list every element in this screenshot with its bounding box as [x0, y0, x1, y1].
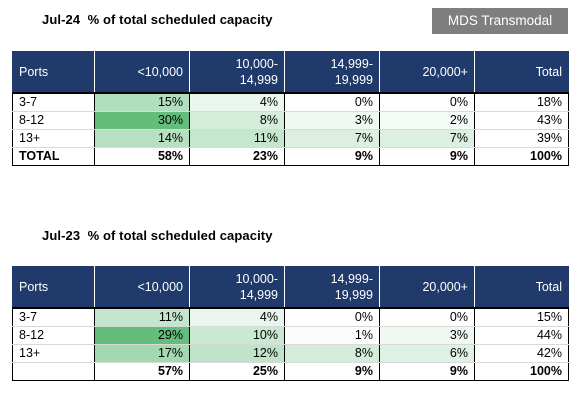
heat-cell: 4%: [189, 308, 285, 327]
heat-cell: 3%: [379, 326, 475, 345]
row-label: 3-7: [12, 93, 95, 112]
heat-cell: 1%: [284, 326, 380, 345]
col-header-14999-19999: 14,999- 19,999: [284, 266, 380, 309]
heat-cell: 0%: [379, 308, 475, 327]
heat-cell: 17%: [94, 344, 190, 363]
col-header-20000-plus: 20,000+: [379, 266, 475, 309]
table-row: 13+ 14% 11% 7% 7% 39%: [12, 129, 569, 148]
heat-cell: 3%: [284, 111, 380, 130]
total-cell: 57%: [94, 362, 190, 381]
col-header-10000-14999: 10,000- 14,999: [189, 266, 285, 309]
col-header-14999-19999: 14,999- 19,999: [284, 51, 380, 94]
table-header-row: Ports <10,000 10,000- 14,999 14,999- 19,…: [12, 51, 569, 94]
total-cell: 23%: [189, 147, 285, 166]
total-cell: 58%: [94, 147, 190, 166]
table-row: 8-12 30% 8% 3% 2% 43%: [12, 111, 569, 130]
table-row: 13+ 17% 12% 8% 6% 42%: [12, 344, 569, 363]
row-total-cell: 43%: [474, 111, 569, 130]
heat-cell: 8%: [189, 111, 285, 130]
total-label: [12, 362, 95, 381]
row-total-cell: 44%: [474, 326, 569, 345]
row-label: 8-12: [12, 111, 95, 130]
col-header-ports: Ports: [12, 51, 95, 94]
total-cell: 9%: [284, 147, 380, 166]
table-header-row: Ports <10,000 10,000- 14,999 14,999- 19,…: [12, 266, 569, 309]
total-cell: 9%: [379, 362, 475, 381]
total-cell: 100%: [474, 147, 569, 166]
row-label: 8-12: [12, 326, 95, 345]
total-cell: 25%: [189, 362, 285, 381]
total-cell: 100%: [474, 362, 569, 381]
row-total-cell: 39%: [474, 129, 569, 148]
heat-cell: 2%: [379, 111, 475, 130]
heat-cell: 6%: [379, 344, 475, 363]
heat-cell: 0%: [284, 93, 380, 112]
table-row: 3-7 15% 4% 0% 0% 18%: [12, 93, 569, 112]
heat-cell: 7%: [284, 129, 380, 148]
col-header-under-10000: <10,000: [94, 266, 190, 309]
total-row: 57% 25% 9% 9% 100%: [12, 362, 569, 381]
row-total-cell: 18%: [474, 93, 569, 112]
heat-cell: 11%: [189, 129, 285, 148]
total-cell: 9%: [379, 147, 475, 166]
heat-cell: 11%: [94, 308, 190, 327]
total-row: TOTAL 58% 23% 9% 9% 100%: [12, 147, 569, 166]
row-label: 3-7: [12, 308, 95, 327]
col-header-ports: Ports: [12, 266, 95, 309]
table-title-jul24: Jul-24 % of total scheduled capacity: [42, 12, 273, 27]
source-badge: MDS Transmodal: [432, 8, 568, 34]
row-label: 13+: [12, 344, 95, 363]
heat-cell: 12%: [189, 344, 285, 363]
col-header-20000-plus: 20,000+: [379, 51, 475, 94]
col-header-total: Total: [474, 266, 569, 309]
row-total-cell: 42%: [474, 344, 569, 363]
table-row: 8-12 29% 10% 1% 3% 44%: [12, 326, 569, 345]
heat-cell: 14%: [94, 129, 190, 148]
heat-cell: 29%: [94, 326, 190, 345]
heat-cell: 15%: [94, 93, 190, 112]
total-label: TOTAL: [12, 147, 95, 166]
row-label: 13+: [12, 129, 95, 148]
heat-cell: 4%: [189, 93, 285, 112]
col-header-under-10000: <10,000: [94, 51, 190, 94]
heat-cell: 10%: [189, 326, 285, 345]
col-header-10000-14999: 10,000- 14,999: [189, 51, 285, 94]
heat-cell: 8%: [284, 344, 380, 363]
table-title-jul23: Jul-23 % of total scheduled capacity: [42, 228, 273, 243]
col-header-total: Total: [474, 51, 569, 94]
table-row: 3-7 11% 4% 0% 0% 15%: [12, 308, 569, 327]
heat-cell: 30%: [94, 111, 190, 130]
capacity-table-jul24: Ports <10,000 10,000- 14,999 14,999- 19,…: [12, 51, 569, 166]
heat-cell: 0%: [379, 93, 475, 112]
capacity-table-jul23: Ports <10,000 10,000- 14,999 14,999- 19,…: [12, 266, 569, 381]
heat-cell: 0%: [284, 308, 380, 327]
row-total-cell: 15%: [474, 308, 569, 327]
total-cell: 9%: [284, 362, 380, 381]
heat-cell: 7%: [379, 129, 475, 148]
